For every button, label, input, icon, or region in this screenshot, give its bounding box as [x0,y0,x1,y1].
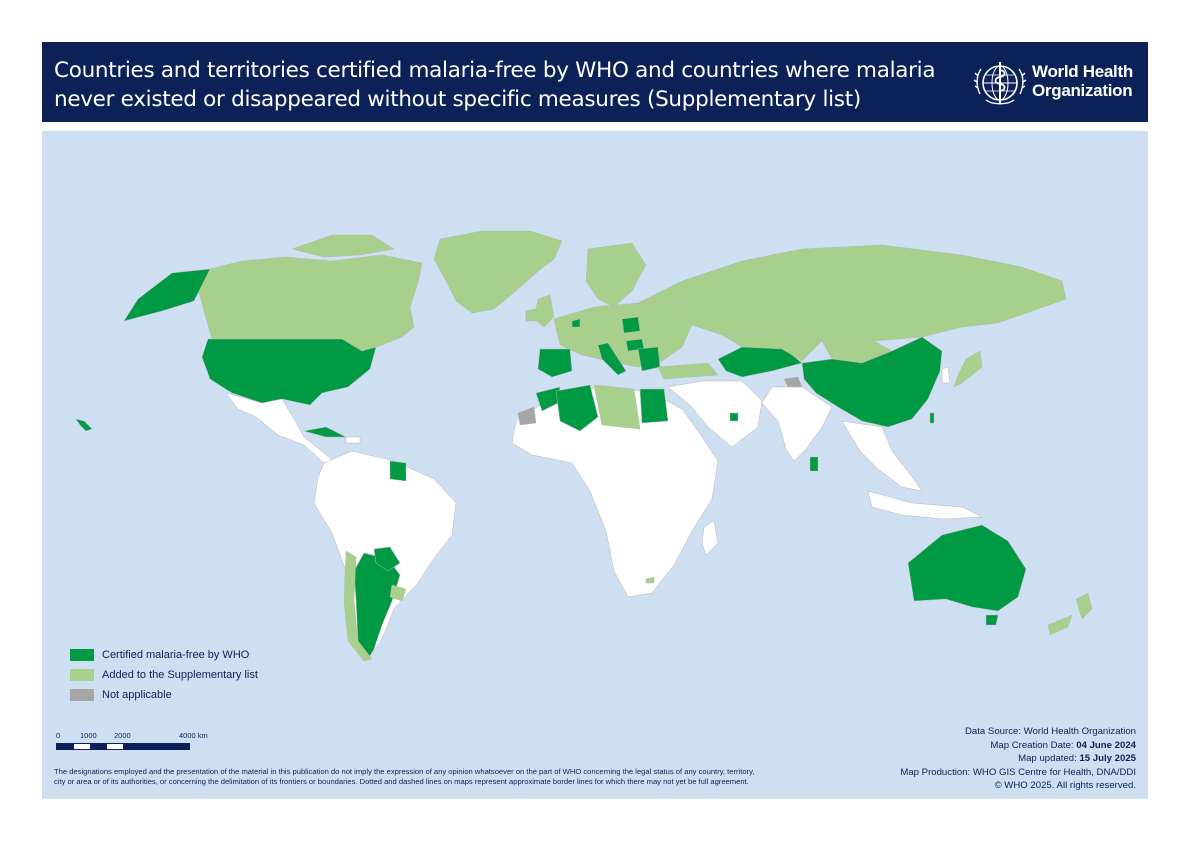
creation-date-line: Map Creation Date: 04 June 2024 [900,739,1136,753]
canada-region [193,254,423,354]
scale-label-1000: 1000 [80,731,97,740]
western-sahara-region [517,406,537,426]
kashmir-region [783,376,803,388]
world-map: Certified malaria-free by WHO Added to t… [42,131,1148,799]
china-region [801,336,943,428]
algeria-region [555,384,599,432]
tasmania-region [985,614,999,626]
uae-region [729,412,739,422]
scandinavia-region [585,242,647,308]
libya-region [593,384,641,430]
russia-region [637,244,1067,346]
europe-region [553,302,693,368]
scale-label-0: 0 [56,731,61,740]
uk-region [533,294,555,328]
netherlands-region [571,318,581,328]
poland-region [621,316,641,334]
organization-name: World Health Organization [1032,62,1133,100]
legend-swatch-certified [70,649,94,661]
italy-region [597,342,627,376]
legend-swatch-not-applicable [70,689,94,701]
arctic-islands-region [291,234,395,258]
legend-label-not-applicable: Not applicable [102,689,172,701]
usa-region [201,338,377,406]
title-line-1: Countries and territories certified mala… [54,58,936,83]
disclaimer-line-2: city or area or of its authorities, or c… [54,777,749,786]
uruguay-region [389,584,407,602]
paraguay-region [373,546,401,572]
caribbean-region [345,436,361,444]
creation-date-label: Map Creation Date: [990,739,1077,751]
taiwan-region [929,412,935,424]
scale-bar: 0 1000 2000 4000 km [56,731,226,755]
alaska-region [123,268,211,322]
legend-label-supplementary: Added to the Supplementary list [102,669,258,681]
updated-date-label: Map updated: [1018,753,1080,764]
scale-label-2000: 2000 [114,731,131,740]
hawaii-region [75,418,93,432]
legend-swatch-supplementary [70,669,94,681]
scale-segment [90,744,107,749]
updated-date-value: 15 July 2025 [1079,753,1136,764]
scale-bar-graphic [56,743,190,750]
map-credits: Data Source: World Health Organization M… [900,725,1136,793]
updated-date-line: Map updated: 15 July 2025 [900,752,1136,766]
map-production: Map Production: WHO GIS Centre for Healt… [900,766,1136,778]
south-asia-region [761,386,833,462]
middle-east-region [667,380,763,448]
kazakhstan-region [721,330,823,362]
scale-segment [123,744,189,749]
data-source: Data Source: World Health Organization [965,726,1136,737]
legend-item-supplementary: Added to the Supplementary list [70,665,258,685]
southeast-asia-region [841,420,923,492]
scale-segment [57,744,74,749]
greenland-region [433,230,563,314]
sri-lanka-region [809,456,819,472]
lesotho-region [645,576,655,584]
chile-region [343,550,373,662]
ireland-region [525,308,537,322]
argentina-region [353,552,401,660]
map-title: Countries and territories certified mala… [54,56,974,114]
legend-item-not-applicable: Not applicable [70,685,258,705]
org-name-line-1: World Health [1032,62,1133,81]
legend-label-certified: Certified malaria-free by WHO [102,649,250,661]
madagascar-region [701,520,719,556]
suriname-region [389,460,407,482]
title-line-2: never existed or disappeared without spe… [54,87,861,112]
korea-region [941,366,951,384]
creation-date-value: 04 June 2024 [1076,739,1136,751]
indonesia-region [867,490,983,520]
who-emblem-icon [973,62,1027,105]
map-legend: Certified malaria-free by WHO Added to t… [70,645,258,705]
disclaimer-text: The designations employed and the presen… [54,767,854,787]
org-name-line-2: Organization [1032,81,1133,100]
world-map-svg [75,230,1093,662]
iberia-region [537,348,573,378]
japan-region [953,350,983,388]
turkey-region [657,362,719,380]
header-banner: Countries and territories certified mala… [42,42,1148,122]
cuba-region [303,426,347,438]
scale-label-4000: 4000 km [179,731,208,740]
disclaimer-line-1: The designations employed and the presen… [54,767,755,776]
balkans-region [637,346,661,372]
new-zealand-region [1075,592,1093,620]
egypt-region [639,388,669,424]
australia-region [907,524,1027,612]
new-zealand-south-region [1047,614,1073,636]
legend-item-certified: Certified malaria-free by WHO [70,645,258,665]
iceland-region [497,276,521,292]
copyright: © WHO 2025. All rights reserved. [994,780,1136,791]
